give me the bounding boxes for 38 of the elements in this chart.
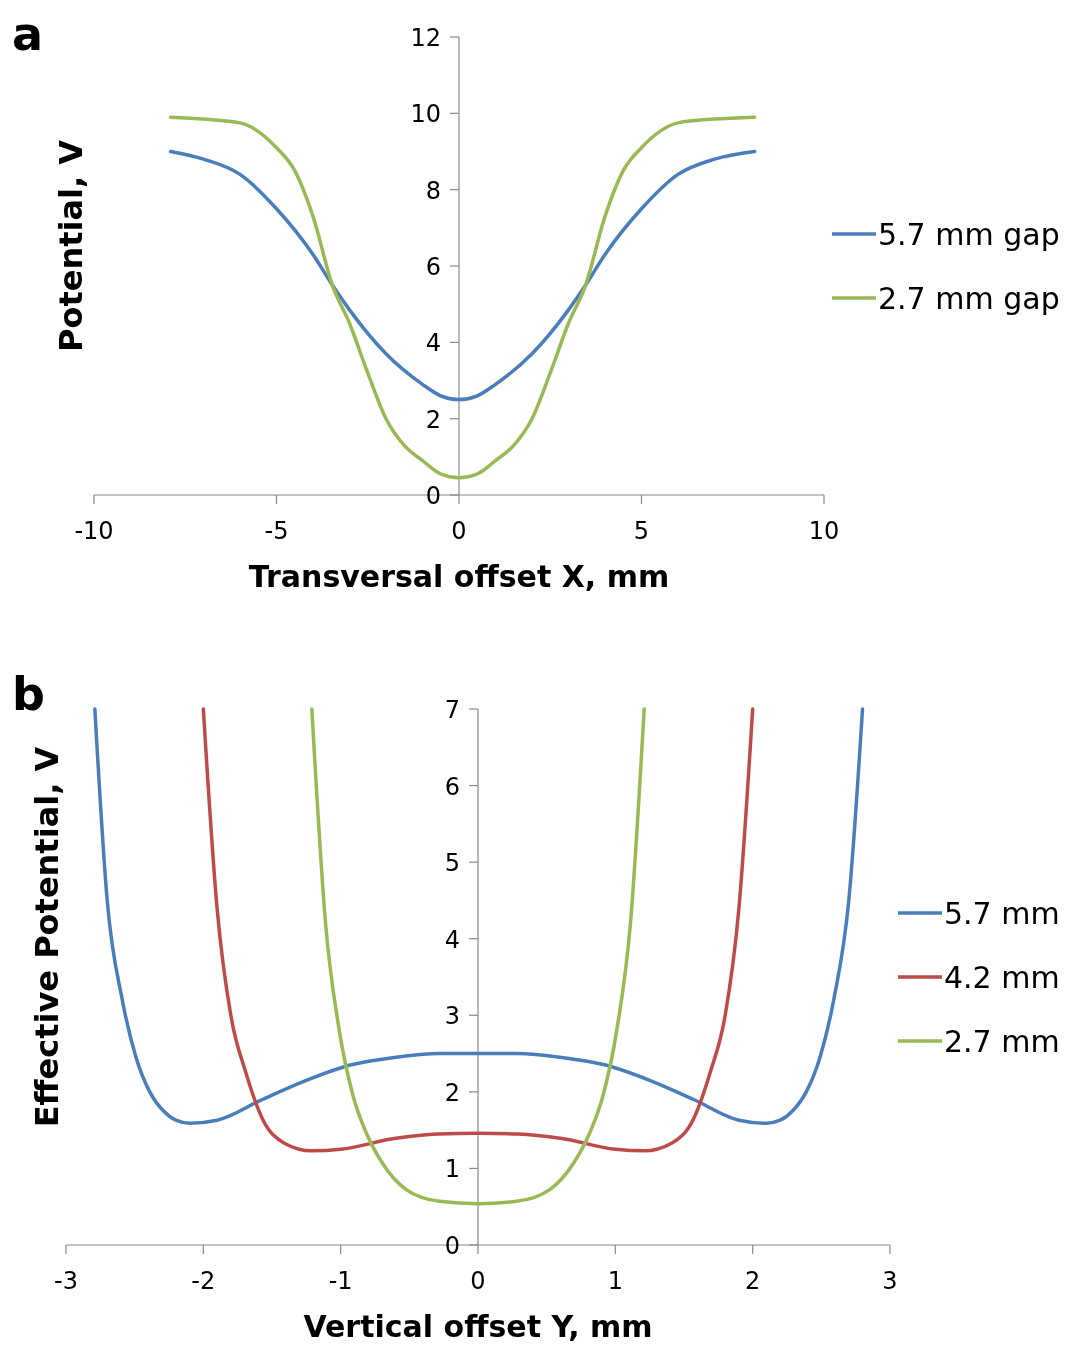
y-tick-label: 1 [444,1155,460,1184]
x-tick-label: 10 [808,517,840,545]
x-tick-label: 0 [470,1267,486,1295]
y-tick-label: 10 [410,100,441,129]
x-tick-label: -3 [54,1267,78,1295]
y-axis-title: Effective Potential, V [28,746,66,1128]
legend-label: 2.7 mm [944,1024,1060,1059]
y-tick-label: 4 [425,329,441,358]
legend-label: 5.7 mm [944,896,1060,931]
y-tick-label: 6 [444,772,460,801]
x-tick-label: -10 [74,517,114,545]
x-tick-label: 5 [633,517,650,545]
y-axis-title: Potential, V [52,139,90,353]
y-tick-label: 6 [425,253,441,281]
y-tick-label: 2 [444,1078,460,1107]
y-tick-label: 0 [425,482,441,510]
x-tick-label: -1 [328,1267,353,1295]
y-tick-label: 4 [444,925,460,954]
legend-label: 5.7 mm gap [878,217,1060,252]
y-tick-label: 8 [425,176,441,205]
y-tick-label: 7 [444,696,460,724]
y-tick-label: 0 [444,1232,460,1260]
x-axis-title: Transversal offset X, mm [248,559,670,594]
legend-label: 2.7 mm gap [878,281,1060,316]
x-tick-label: -2 [191,1267,216,1295]
y-tick-label: 3 [444,1002,460,1031]
x-tick-label: 3 [882,1267,898,1295]
y-tick-label: 12 [410,24,441,52]
x-tick-label: -5 [264,517,289,545]
line-series [168,149,757,402]
y-tick-label: 5 [444,849,460,878]
x-axis-title: Vertical offset Y, mm [303,1309,653,1344]
x-tick-label: 1 [607,1267,623,1295]
chart-title: a [12,7,44,61]
legend-label: 4.2 mm [944,960,1060,995]
x-tick-label: 2 [745,1267,761,1295]
chart-title: b [12,667,45,721]
y-tick-label: 2 [425,405,441,434]
